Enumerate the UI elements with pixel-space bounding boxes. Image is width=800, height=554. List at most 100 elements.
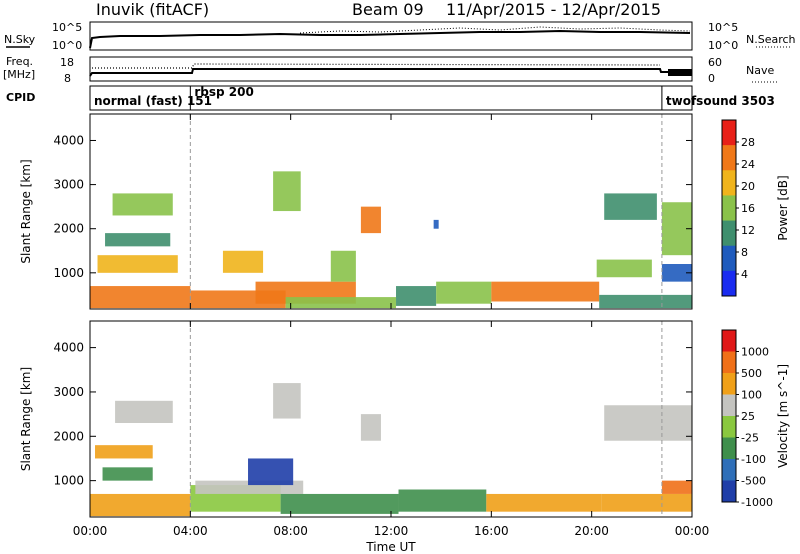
data-region <box>97 255 178 273</box>
freq-trace <box>89 68 692 77</box>
nsearch-trace <box>299 26 691 34</box>
colorbar-tick-label: 100 <box>741 389 762 402</box>
colorbar-swatch <box>722 170 736 196</box>
nave-label: Nave <box>746 64 774 77</box>
nave-trace <box>92 63 661 69</box>
colorbar-tick-label: -500 <box>741 475 766 488</box>
data-region <box>105 233 171 247</box>
y-tick-label: 3000 <box>53 178 84 192</box>
colorbar-swatch <box>722 245 736 272</box>
y-tick-label: 4000 <box>53 133 84 147</box>
colorbar-label: Power [dB] <box>776 175 790 240</box>
colorbar-tick-label: 12 <box>741 224 755 237</box>
data-region <box>396 286 437 306</box>
colorbar-swatch <box>722 437 736 460</box>
y-axis-title: Slant Range [km] <box>19 159 33 263</box>
data-region <box>285 297 397 309</box>
power-panel: 1000 2000 3000 4000 Slant Range [km] 4 8 12 16 20… <box>19 113 790 310</box>
x-tick-label: 12:00 <box>374 524 409 538</box>
data-region <box>599 294 692 309</box>
colorbar-swatch <box>722 195 736 222</box>
colorbar-swatch <box>722 416 736 438</box>
colorbar-tick-label: 28 <box>741 136 755 149</box>
colorbar-swatch <box>722 351 736 374</box>
data-region <box>222 250 264 273</box>
nave-tick-top: 60 <box>708 56 722 69</box>
data-region <box>273 171 301 212</box>
y-tick-label: 2000 <box>53 429 84 443</box>
colorbar-tick-label: 25 <box>741 410 755 423</box>
colorbar-tick-label: -25 <box>741 432 759 445</box>
colorbar-tick-label: 20 <box>741 180 755 193</box>
beam-label: Beam 09 <box>352 0 424 19</box>
x-tick-label: 20:00 <box>574 524 609 538</box>
data-region <box>433 219 439 229</box>
panel-frame <box>89 320 693 518</box>
nsky-trace <box>89 29 691 49</box>
nsky-tick-bottom: 10^0 <box>52 39 82 52</box>
nave-tick-bottom: 0 <box>708 72 715 85</box>
colorbar-label: Velocity [m s^-1] <box>776 364 790 468</box>
nave-dense-block <box>668 69 692 76</box>
colorbar-tick-label: 1000 <box>741 346 769 359</box>
colorbar-tick-label: 4 <box>741 268 748 281</box>
y-axis-title: Slant Range [km] <box>19 367 33 471</box>
x-tick-label: 08:00 <box>273 524 308 538</box>
date-range: 11/Apr/2015 - 12/Apr/2015 <box>446 0 661 19</box>
nsky-label: N.Sky <box>4 33 36 46</box>
freq-tick-bottom: 8 <box>64 72 71 85</box>
data-region <box>360 206 381 234</box>
nsearch-tick-top: 10^5 <box>708 21 738 34</box>
y-tick-label: 1000 <box>53 474 84 488</box>
data-region <box>604 193 657 220</box>
data-region <box>601 493 692 512</box>
data-region <box>398 489 487 512</box>
nsky-tick-top: 10^5 <box>52 21 82 34</box>
station-title: Inuvik (fitACF) <box>96 0 209 19</box>
colorbar-tick-label: -1000 <box>741 496 773 509</box>
colorbar-swatch <box>722 220 736 247</box>
colorbar-swatch <box>722 394 736 417</box>
colorbar-tick-label: -100 <box>741 453 766 466</box>
colorbar-tick-label: 500 <box>741 367 762 380</box>
nsearch-tick-bottom: 10^0 <box>708 39 738 52</box>
y-tick-label: 2000 <box>53 222 84 236</box>
data-region <box>115 400 173 423</box>
y-tick-label: 1000 <box>53 266 84 280</box>
colorbar-swatch <box>722 330 736 352</box>
cpid-segment-label: twofsound 3503 <box>666 94 775 108</box>
data-region <box>248 458 294 486</box>
nsearch-label: N.Search <box>746 33 796 46</box>
velocity-panel: 1000 2000 3000 4000 00:00 04:00 08:00 12:00 16:0… <box>19 320 790 538</box>
data-region <box>360 414 381 441</box>
data-region <box>604 405 692 441</box>
data-region <box>486 493 602 512</box>
x-tick-label: 04:00 <box>173 524 208 538</box>
colorbar-tick-label: 16 <box>741 202 755 215</box>
colorbar-swatch <box>722 270 736 297</box>
data-region <box>436 281 492 304</box>
y-tick-label: 3000 <box>53 385 84 399</box>
data-region <box>330 250 356 282</box>
data-region <box>661 264 692 282</box>
colorbar-swatch <box>722 373 736 395</box>
data-region <box>102 467 153 481</box>
cpid-segment-label: rbsp 200 <box>194 85 253 99</box>
panel-frame <box>89 113 693 310</box>
data-region <box>112 193 173 216</box>
colorbar-tick-label: 24 <box>741 158 755 171</box>
data-region <box>90 493 191 517</box>
data-region <box>273 383 301 419</box>
data-region <box>280 493 399 514</box>
x-tick-label: 00:00 <box>675 524 710 538</box>
y-tick-label: 4000 <box>53 341 84 355</box>
data-region <box>596 259 652 278</box>
freq-label: Freq. <box>6 55 33 68</box>
cpid-segment-label: normal (fast) 151 <box>94 94 212 108</box>
data-region <box>491 281 600 302</box>
colorbar-swatch <box>722 145 736 171</box>
colorbar-tick-label: 8 <box>741 246 748 259</box>
freq-unit: [MHz] <box>3 68 35 81</box>
x-axis-title: Time UT <box>365 540 416 554</box>
